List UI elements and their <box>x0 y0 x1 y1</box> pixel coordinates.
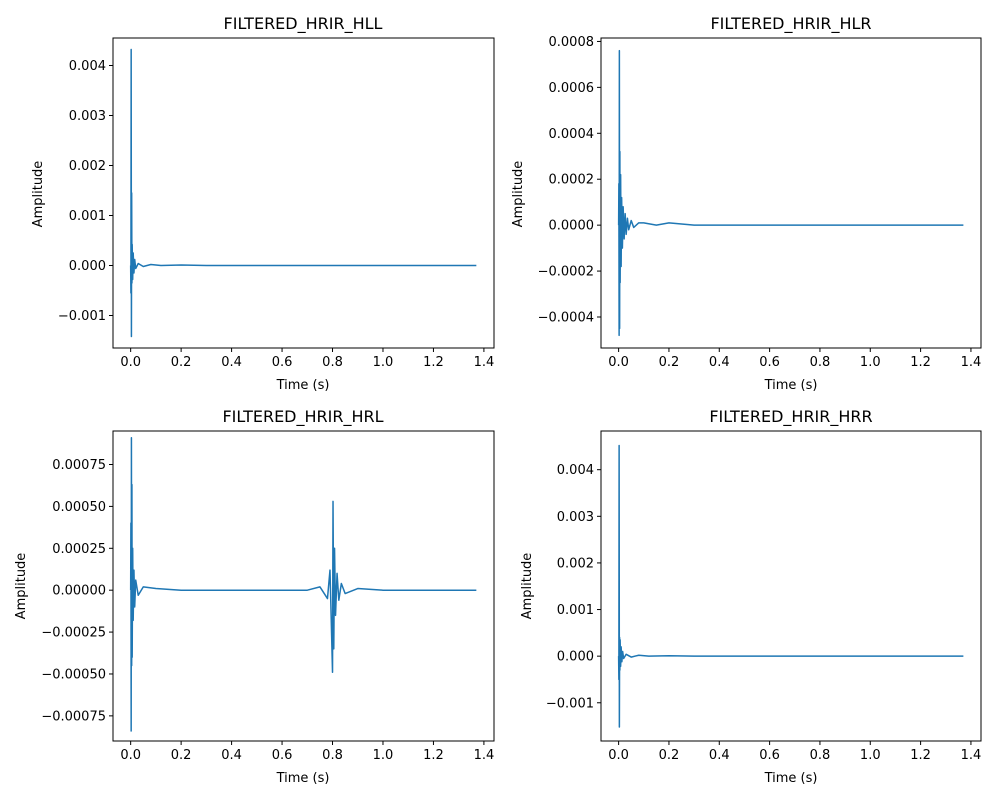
x-tick-label: 0.2 <box>171 355 192 370</box>
plot-area: 0.0 0.2 0.4 0.6 0.8 1.0 1.2 1.4 −0.001 0.000 0.001… <box>58 37 495 370</box>
x-tick-label: 0.2 <box>171 748 192 763</box>
plot-area: 0.0 0.2 0.4 0.6 0.8 1.0 1.2 1.4 −0.00075 −0.00050… <box>41 430 495 763</box>
y-tick-label: 0.00075 <box>52 458 106 473</box>
y-tick-label: 0.001 <box>557 603 594 618</box>
plot-title: FILTERED_HRIR_HLR <box>710 14 871 34</box>
subplot-hll: FILTERED_HRIR_HLL 0.0 0.2 0.4 0.6 0.8 1.0 1.2 1… <box>31 14 495 393</box>
axes-frame <box>112 37 495 349</box>
y-tick-label: 0.000 <box>69 259 106 274</box>
series-line <box>617 444 964 728</box>
plot-title: FILTERED_HRIR_HRR <box>709 407 872 427</box>
y-tick-label: 0.0002 <box>549 173 595 188</box>
x-tick-label: 0.4 <box>221 355 242 370</box>
series-line <box>129 48 477 338</box>
x-tick-label: 1.2 <box>423 355 444 370</box>
x-tick-label: 0.8 <box>322 355 343 370</box>
subplot-hrl: FILTERED_HRIR_HRL 0.0 0.2 0.4 0.6 0.8 1.0 1.2 1… <box>14 407 495 786</box>
y-axis-label: Amplitude <box>511 161 526 228</box>
x-tick-label: 1.0 <box>860 748 881 763</box>
y-tick-label: −0.0004 <box>538 311 594 326</box>
axes-frame <box>600 430 982 742</box>
y-tick-label: −0.00075 <box>41 709 106 724</box>
plot-area: 0.0 0.2 0.4 0.6 0.8 1.0 1.2 1.4 −0.0004 −0.0002 0.… <box>538 35 982 370</box>
y-tick-label: 0.0004 <box>549 127 595 142</box>
y-tick-label: 0.00050 <box>52 500 106 515</box>
x-tick-label: 1.0 <box>373 748 394 763</box>
y-tick-label: 0.003 <box>69 109 106 124</box>
x-axis-label: Time (s) <box>276 771 330 786</box>
x-tick-label: 0.0 <box>608 355 629 370</box>
x-tick-label: 1.2 <box>910 355 931 370</box>
x-tick-label: 0.6 <box>272 748 293 763</box>
subplot-hrr: FILTERED_HRIR_HRR 0.0 0.2 0.4 0.6 0.8 1.0 1.2 1… <box>520 407 982 786</box>
x-tick-label: 1.2 <box>423 748 444 763</box>
x-tick-label: 0.0 <box>120 748 141 763</box>
y-tick-label: −0.001 <box>58 309 106 324</box>
y-tick-label: −0.0002 <box>538 265 594 280</box>
y-tick-label: 0.0000 <box>549 219 595 234</box>
x-tick-label: 1.4 <box>961 355 982 370</box>
axes-frame <box>600 37 982 349</box>
series-line <box>129 436 477 732</box>
y-axis-label: Amplitude <box>520 553 535 620</box>
x-tick-label: 0.8 <box>810 748 831 763</box>
y-tick-label: 0.003 <box>557 510 594 525</box>
plot-title: FILTERED_HRIR_HLL <box>224 14 383 34</box>
y-tick-label: 0.00000 <box>52 584 106 599</box>
x-tick-label: 0.6 <box>759 355 780 370</box>
y-tick-label: 0.000 <box>557 650 594 665</box>
axes-frame <box>112 430 495 742</box>
y-axis-label: Amplitude <box>31 161 46 228</box>
y-tick-label: −0.001 <box>546 696 594 711</box>
y-tick-label: −0.00050 <box>41 667 106 682</box>
x-tick-label: 0.8 <box>810 355 831 370</box>
y-tick-label: 0.0006 <box>549 81 595 96</box>
y-axis-label: Amplitude <box>14 553 29 620</box>
x-tick-label: 0.0 <box>120 355 141 370</box>
x-axis-label: Time (s) <box>764 771 818 786</box>
plot-area: 0.0 0.2 0.4 0.6 0.8 1.0 1.2 1.4 −0.001 0.000 0.001… <box>546 430 982 763</box>
y-tick-label: 0.002 <box>69 159 106 174</box>
plot-title: FILTERED_HRIR_HRL <box>222 407 383 427</box>
y-tick-label: 0.001 <box>69 209 106 224</box>
y-tick-label: 0.00025 <box>52 542 106 557</box>
y-tick-label: 0.002 <box>557 556 594 571</box>
series-line <box>617 49 964 337</box>
x-tick-label: 0.4 <box>709 355 730 370</box>
x-tick-label: 1.0 <box>373 355 394 370</box>
x-tick-label: 1.4 <box>474 355 495 370</box>
x-axis-label: Time (s) <box>276 378 330 393</box>
x-tick-label: 0.4 <box>709 748 730 763</box>
x-tick-label: 0.4 <box>221 748 242 763</box>
x-tick-label: 0.6 <box>272 355 293 370</box>
x-tick-label: 1.0 <box>860 355 881 370</box>
x-tick-label: 0.6 <box>759 748 780 763</box>
y-tick-label: 0.0008 <box>549 35 595 50</box>
x-tick-label: 0.2 <box>659 748 680 763</box>
x-tick-label: 0.8 <box>322 748 343 763</box>
subplot-hlr: FILTERED_HRIR_HLR 0.0 0.2 0.4 0.6 0.8 1.0 1.2 1… <box>511 14 982 393</box>
y-tick-label: 0.004 <box>557 463 594 478</box>
x-tick-label: 0.2 <box>659 355 680 370</box>
x-tick-label: 1.4 <box>474 748 495 763</box>
x-tick-label: 0.0 <box>608 748 629 763</box>
x-tick-label: 1.2 <box>910 748 931 763</box>
y-tick-label: 0.004 <box>69 59 106 74</box>
y-tick-label: −0.00025 <box>41 626 106 641</box>
x-tick-label: 1.4 <box>961 748 982 763</box>
x-axis-label: Time (s) <box>764 378 818 393</box>
